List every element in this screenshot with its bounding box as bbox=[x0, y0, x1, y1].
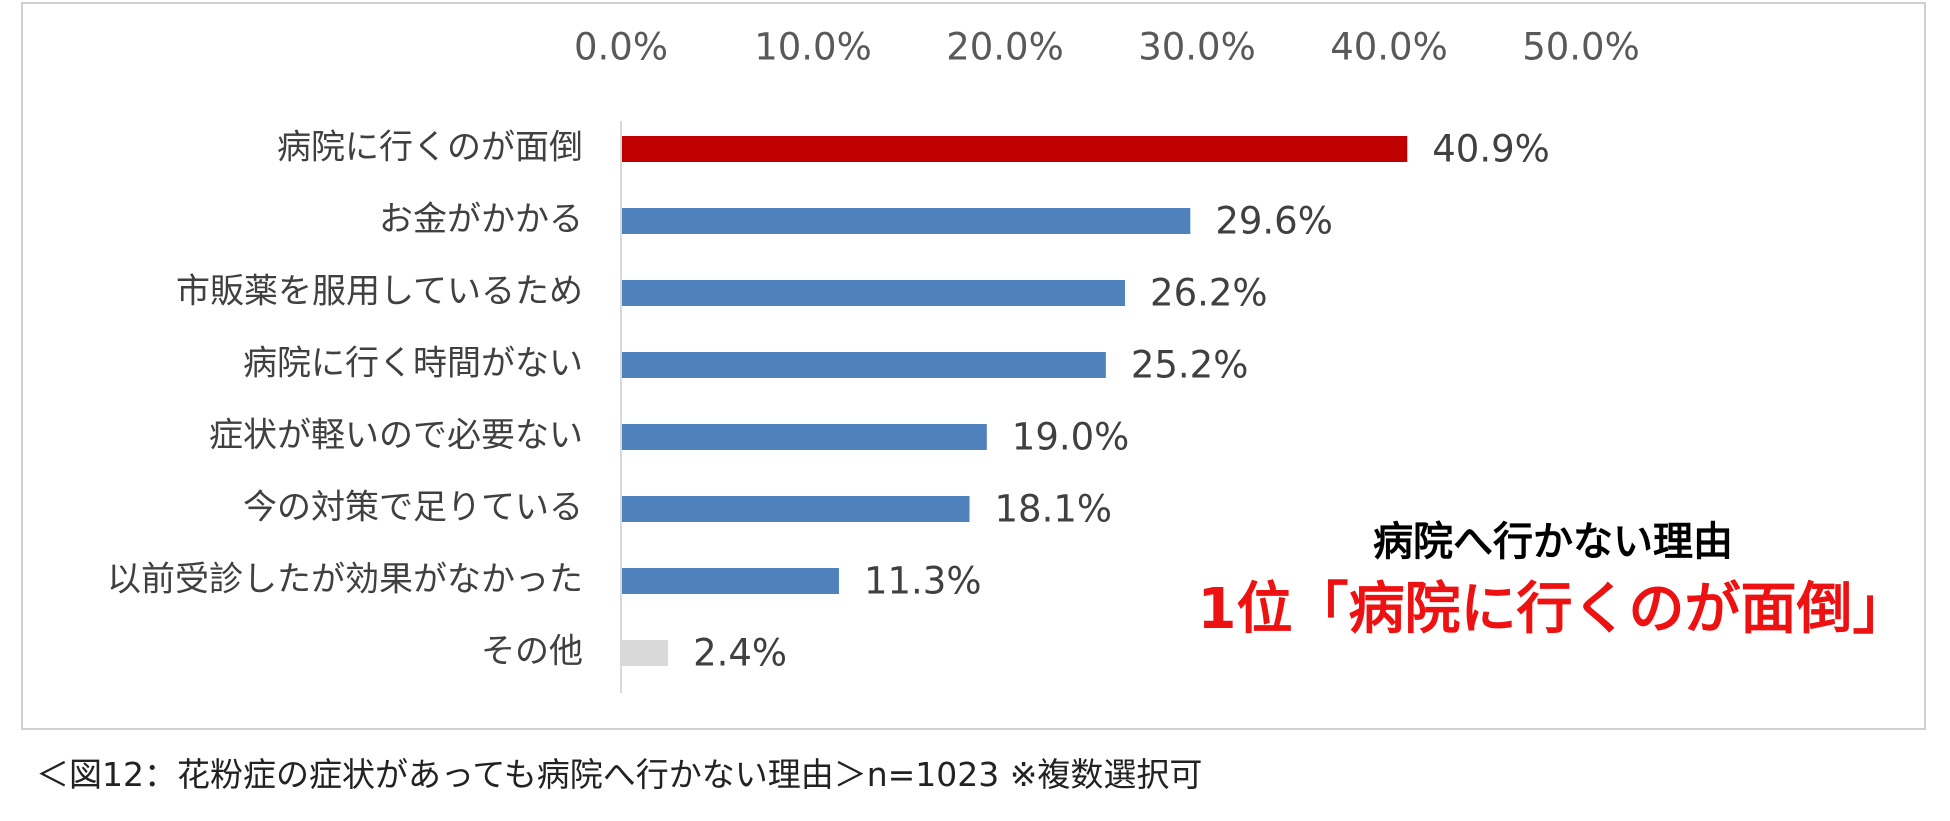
figure-caption: ＜図12：花粉症の症状があっても病院へ行かない理由＞n=1023 ※複数選択可 bbox=[36, 755, 1203, 794]
bar bbox=[622, 352, 1106, 378]
x-tick-label: 40.0% bbox=[1330, 26, 1448, 69]
category-label: その他 bbox=[481, 632, 583, 672]
x-tick-label: 10.0% bbox=[754, 26, 872, 69]
bar bbox=[622, 280, 1126, 306]
category-label: 症状が軽いので必要ない bbox=[209, 416, 583, 456]
bar-chart: 0.0% 10.0% 20.0% 30.0% 40.0% 50.0% 病院に行くのが面倒 40… bbox=[107, 26, 1640, 693]
category-label: 病院に行く時間がない bbox=[243, 344, 583, 384]
data-label: 26.2% bbox=[1150, 272, 1268, 315]
data-label: 11.3% bbox=[864, 560, 982, 603]
bar bbox=[622, 208, 1191, 234]
bar bbox=[622, 136, 1408, 162]
data-label: 19.0% bbox=[1012, 416, 1130, 459]
data-label: 29.6% bbox=[1215, 200, 1333, 243]
category-label: 病院に行くのが面倒 bbox=[277, 128, 583, 168]
data-label: 25.2% bbox=[1131, 344, 1249, 387]
category-label: お金がかかる bbox=[379, 200, 583, 240]
bar bbox=[622, 568, 839, 594]
x-tick-label: 50.0% bbox=[1522, 26, 1640, 69]
bar bbox=[622, 640, 669, 666]
data-label: 2.4% bbox=[693, 632, 787, 675]
category-label: 市販薬を服用しているため bbox=[176, 272, 583, 312]
x-tick-label: 0.0% bbox=[574, 26, 668, 69]
category-label: 今の対策で足りている bbox=[243, 488, 583, 528]
category-label: 以前受診したが効果がなかった bbox=[107, 560, 583, 600]
callout-headline: 1位「病院に行くのが面倒」 bbox=[1197, 577, 1909, 642]
x-tick-label: 20.0% bbox=[946, 26, 1064, 69]
callout-subtitle: 病院へ行かない理由 bbox=[1373, 519, 1733, 565]
x-tick-label: 30.0% bbox=[1138, 26, 1256, 69]
bar bbox=[622, 496, 970, 522]
chart-frame: 0.0% 10.0% 20.0% 30.0% 40.0% 50.0% 病院に行くのが面倒 40… bbox=[21, 2, 1926, 730]
data-label: 40.9% bbox=[1432, 128, 1550, 171]
bar bbox=[622, 424, 987, 450]
data-label: 18.1% bbox=[995, 488, 1113, 531]
